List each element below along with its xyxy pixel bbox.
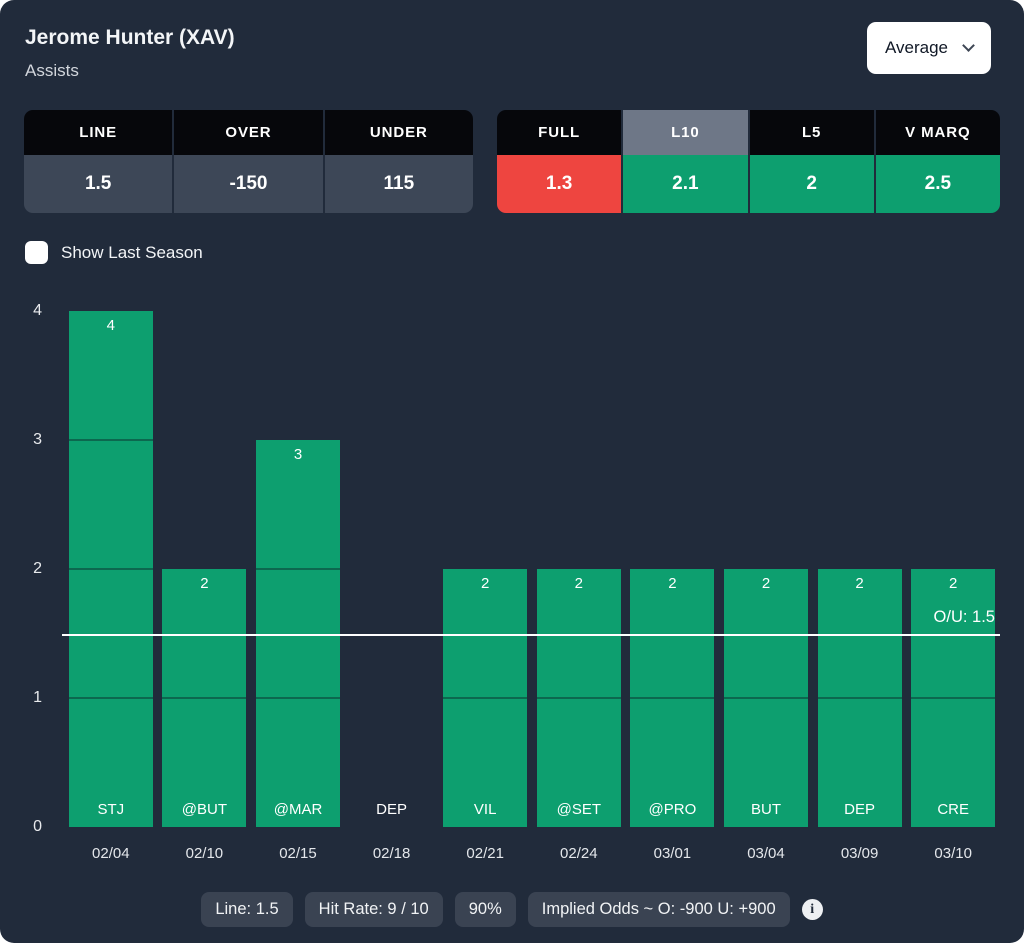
game-bar: 2: [443, 569, 528, 827]
bar-value-label: 2: [855, 575, 864, 592]
bar-segment-line: [536, 697, 621, 699]
summary-pill: Line: 1.5: [201, 892, 293, 927]
bar-segment-line: [630, 697, 715, 699]
odds-value-under: 115: [324, 155, 473, 213]
stat-name: Assists: [25, 61, 79, 80]
splits-table-value-row: 1.3 2.1 2 2.5: [497, 155, 1000, 213]
bar-value-label: 2: [761, 575, 771, 592]
summary-pill: 90%: [454, 892, 516, 927]
game-bar: 2: [630, 569, 715, 827]
bar-value-label: 3: [293, 446, 303, 463]
date-label: 03/10: [934, 845, 972, 862]
splits-tab-l10[interactable]: L10: [623, 110, 748, 155]
info-icon[interactable]: i: [801, 899, 823, 920]
bar-value-label: 2: [481, 575, 490, 592]
bar-value-label: 2: [200, 575, 209, 592]
splits-tab-v-marq[interactable]: V MARQ: [875, 110, 1000, 155]
bar-segment-line: [162, 697, 247, 699]
opponent-label: STJ: [97, 801, 125, 818]
date-label: 02/21: [466, 845, 504, 862]
date-label: 02/04: [92, 845, 130, 862]
splits-tab-full[interactable]: FULL: [497, 110, 622, 155]
bar-segment-line: [256, 697, 340, 699]
bar-value-label: 4: [106, 317, 115, 334]
average-dropdown[interactable]: Average: [866, 22, 991, 74]
bar-segment-line: [911, 697, 996, 699]
splits-tab-l5[interactable]: L5: [749, 110, 874, 155]
odds-value-line: 1.5: [24, 155, 173, 213]
show-last-season-checkbox[interactable]: [25, 241, 48, 264]
y-axis-tick: 4: [33, 302, 42, 319]
opponent-label: @PRO: [648, 801, 697, 818]
opponent-label: VIL: [473, 801, 497, 818]
game-bar: 2: [536, 569, 621, 827]
bar-segment-line: [68, 697, 153, 699]
game-bar: 4: [68, 311, 153, 827]
odds-table-header-row: LINE OVER UNDER: [24, 110, 473, 155]
bar-segment-line: [724, 697, 808, 699]
summary-pill: Implied Odds ~ O: -900 U: +900: [527, 892, 790, 927]
game-bar: 2: [724, 569, 808, 827]
average-dropdown-label: Average: [884, 38, 948, 57]
date-label: 03/01: [653, 845, 692, 862]
opponent-label: @MAR: [273, 801, 323, 818]
odds-value-over: -150: [174, 155, 323, 213]
bar-segment-line: [68, 439, 153, 441]
bar-segment-line: [817, 697, 902, 699]
summary-pill: Hit Rate: 9 / 10: [304, 892, 443, 927]
bar-value-label: 2: [668, 575, 677, 592]
odds-header-under: UNDER: [324, 110, 473, 155]
game-bar: 2: [911, 569, 996, 827]
date-label: 03/04: [747, 845, 785, 862]
odds-table-value-row: 1.5 -150 115: [24, 155, 473, 213]
splits-value: 2.5: [875, 155, 1000, 213]
splits-value: 1.3: [497, 155, 622, 213]
date-label: 03/09: [840, 845, 879, 862]
opponent-label: BUT: [751, 801, 781, 818]
y-axis-tick: 3: [33, 431, 42, 448]
over-under-label: O/U: 1.5: [933, 607, 995, 626]
bar-segment-line: [256, 568, 340, 570]
bar-value-label: 2: [574, 575, 583, 592]
date-label: 02/18: [372, 845, 411, 862]
odds-header-line: LINE: [24, 110, 173, 155]
date-label: 02/15: [279, 845, 317, 862]
y-axis-tick: 0: [33, 818, 42, 835]
show-last-season-toggle[interactable]: Show Last Season: [25, 241, 203, 264]
opponent-label: CRE: [937, 801, 970, 818]
y-axis-tick: 1: [33, 689, 42, 706]
splits-value: 2: [749, 155, 874, 213]
game-bar: 2: [817, 569, 902, 827]
opponent-label: DEP: [844, 801, 876, 818]
date-label: 02/10: [185, 845, 224, 862]
opponent-label: @SET: [556, 801, 601, 818]
summary-pills: Line: 1.5 Hit Rate: 9 / 10 90% Implied Odds…: [0, 892, 1024, 927]
show-last-season-label: Show Last Season: [61, 242, 203, 262]
over-under-line: [62, 633, 1000, 636]
opponent-label: DEP: [376, 801, 408, 818]
odds-table: LINE OVER UNDER 1.5 -150 115: [24, 110, 473, 213]
y-axis-tick: 2: [33, 560, 42, 577]
odds-header-over: OVER: [174, 110, 323, 155]
bar-value-label: 2: [949, 575, 958, 592]
game-bar: 2: [162, 569, 247, 827]
splits-value: 2.1: [623, 155, 748, 213]
date-label: 02/24: [560, 845, 598, 862]
opponent-label: @BUT: [181, 801, 227, 818]
bar-segment-line: [68, 568, 153, 570]
splits-table-header-row: FULL L10 L5 V MARQ: [497, 110, 1000, 155]
player-name: Jerome Hunter (XAV): [25, 26, 235, 49]
splits-table: FULL L10 L5 V MARQ 1.3 2.1 2 2.5: [497, 110, 1000, 213]
bar-segment-line: [443, 697, 528, 699]
